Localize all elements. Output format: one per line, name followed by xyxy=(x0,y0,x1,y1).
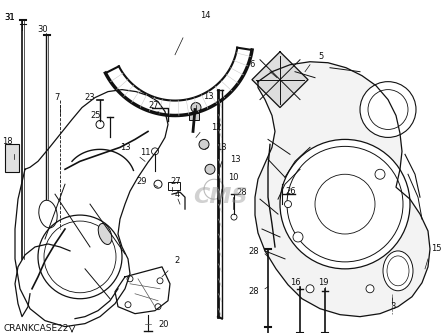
Circle shape xyxy=(366,285,374,293)
Polygon shape xyxy=(255,62,430,317)
Circle shape xyxy=(125,302,131,308)
Circle shape xyxy=(127,276,133,282)
Circle shape xyxy=(157,278,163,284)
Text: 2: 2 xyxy=(174,257,179,266)
Text: 31: 31 xyxy=(4,13,15,22)
Text: 10: 10 xyxy=(228,173,239,182)
Text: 20: 20 xyxy=(158,320,169,329)
Text: 28: 28 xyxy=(236,188,247,197)
Text: 13: 13 xyxy=(230,155,241,164)
Circle shape xyxy=(154,180,162,188)
Bar xyxy=(168,182,180,190)
Text: 5: 5 xyxy=(318,52,323,61)
Text: 6: 6 xyxy=(249,60,254,69)
Text: 25: 25 xyxy=(90,111,100,120)
Text: 29: 29 xyxy=(136,177,146,186)
Text: 23: 23 xyxy=(84,93,95,102)
Polygon shape xyxy=(252,52,308,108)
Circle shape xyxy=(152,148,158,155)
Text: 13: 13 xyxy=(216,143,227,152)
Text: 14: 14 xyxy=(200,11,211,20)
Text: 13: 13 xyxy=(120,143,131,152)
Circle shape xyxy=(231,214,237,220)
Circle shape xyxy=(199,139,209,149)
Circle shape xyxy=(360,81,416,137)
Circle shape xyxy=(306,285,314,293)
Text: 15: 15 xyxy=(431,244,442,254)
Text: 27: 27 xyxy=(148,101,159,110)
Text: 12: 12 xyxy=(211,123,222,132)
Circle shape xyxy=(191,103,201,113)
Text: 7: 7 xyxy=(54,93,59,102)
Ellipse shape xyxy=(383,251,413,291)
Text: CMS: CMS xyxy=(193,187,247,207)
Text: 11: 11 xyxy=(140,148,150,157)
Circle shape xyxy=(155,304,161,310)
Circle shape xyxy=(96,121,104,129)
Circle shape xyxy=(280,139,410,269)
Text: 28: 28 xyxy=(248,287,259,296)
Text: 27: 27 xyxy=(170,177,181,186)
Circle shape xyxy=(375,169,385,179)
Bar xyxy=(5,144,19,172)
Text: 18: 18 xyxy=(2,137,12,146)
Ellipse shape xyxy=(98,223,112,244)
Circle shape xyxy=(293,232,303,242)
Text: 4: 4 xyxy=(175,190,180,199)
Text: 13: 13 xyxy=(203,92,214,101)
Text: CRANKCASE22: CRANKCASE22 xyxy=(4,324,70,333)
Text: 28: 28 xyxy=(248,247,259,257)
Text: 19: 19 xyxy=(318,278,329,287)
Text: 31: 31 xyxy=(4,13,15,22)
Text: 3: 3 xyxy=(390,302,395,311)
Text: 16: 16 xyxy=(290,278,301,287)
Text: 26: 26 xyxy=(285,187,296,196)
Text: 30: 30 xyxy=(37,25,48,34)
Circle shape xyxy=(205,164,215,174)
Circle shape xyxy=(285,201,292,208)
Bar xyxy=(189,113,199,121)
